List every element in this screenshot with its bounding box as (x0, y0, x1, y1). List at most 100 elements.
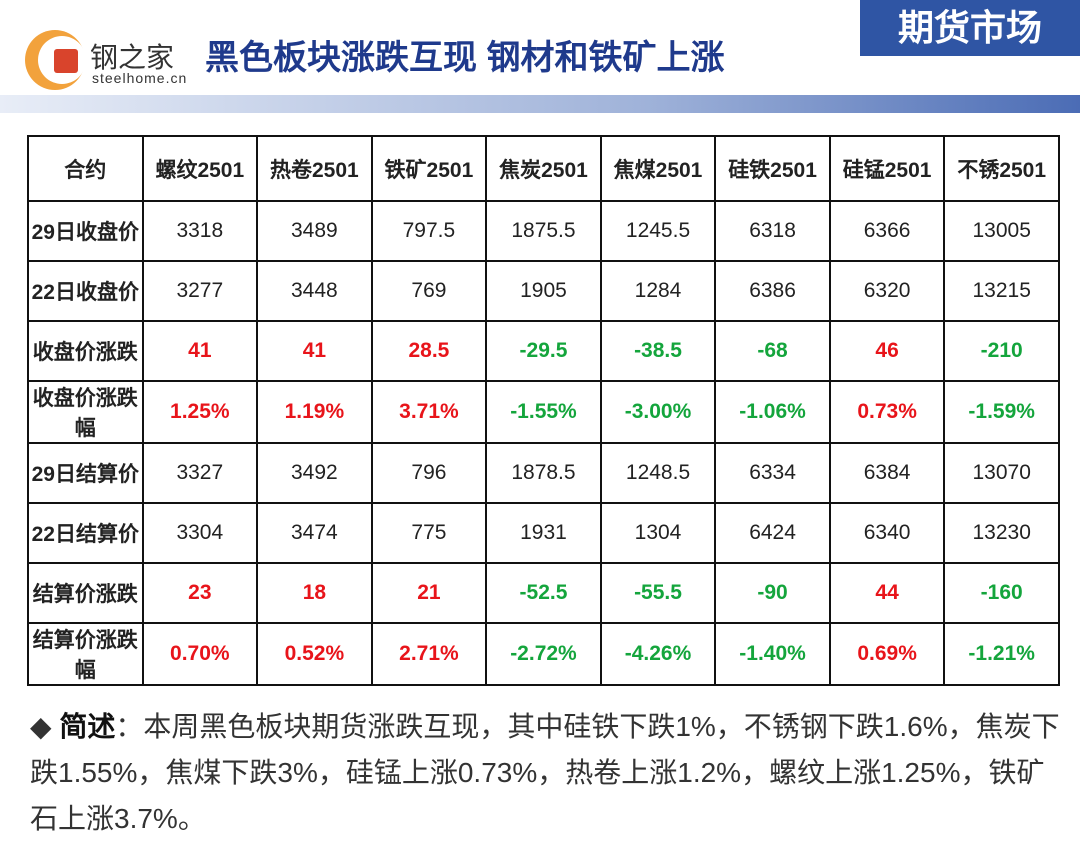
cell: 3277 (141, 260, 259, 322)
cell: -4.26% (599, 622, 717, 686)
cell: 1.25% (141, 380, 259, 444)
cell: 3327 (141, 442, 259, 504)
cell: -1.40% (714, 622, 831, 686)
cell: 3.71% (370, 380, 488, 444)
cell: -3.00% (599, 380, 717, 444)
logo-icon (25, 30, 86, 90)
page-title: 黑色板块涨跌互现 钢材和铁矿上涨 (205, 39, 725, 77)
column-header: 合约 (27, 135, 144, 202)
cell: 23 (141, 562, 259, 624)
cell: 1.19% (256, 380, 373, 444)
logo-subtext: steelhome.cn (92, 70, 188, 86)
cell: 0.52% (256, 622, 373, 686)
column-header: 硅锰2501 (828, 135, 946, 202)
cell: 6320 (828, 260, 946, 322)
row-label: 29日结算价 (27, 442, 144, 504)
futures-table: 合约 螺纹2501 热卷2501 铁矿2501 焦炭2501 焦煤2501 硅铁2501 硅锰… (27, 135, 1060, 686)
cell: 1245.5 (599, 200, 717, 262)
summary: ◆ 简述：本周黑色板块期货涨跌互现，其中硅铁下跌1%，不锈钢下跌1.6%，焦炭下… (30, 711, 1060, 834)
column-header: 螺纹2501 (141, 135, 259, 202)
cell: 3448 (256, 260, 373, 322)
cell: -1.55% (485, 380, 602, 444)
cell: -90 (714, 562, 831, 624)
cell: 6318 (714, 200, 831, 262)
cell: 3492 (256, 442, 373, 504)
cell: 6384 (828, 442, 946, 504)
cell: 1248.5 (599, 442, 717, 504)
row-label: 结算价涨跌幅 (27, 622, 144, 686)
cell: -55.5 (599, 562, 717, 624)
cell: 3318 (141, 200, 259, 262)
cell: 44 (828, 562, 946, 624)
cell: 0.73% (828, 380, 946, 444)
cell: 3489 (256, 200, 373, 262)
cell: 13070 (943, 442, 1060, 504)
cell: 0.69% (828, 622, 946, 686)
row-label: 22日收盘价 (27, 260, 144, 322)
row-label: 29日收盘价 (27, 200, 144, 262)
cell: 769 (370, 260, 488, 322)
table-row: 29日收盘价 3318 3489 797.5 1875.5 1245.5 6318 6366 1… (27, 200, 1060, 262)
cell: 41 (256, 320, 373, 382)
cell: -38.5 (599, 320, 717, 382)
summary-text: ：本周黑色板块期货涨跌互现，其中硅铁下跌1%，不锈钢下跌1.6%，焦炭下跌1.5… (30, 711, 1060, 834)
cell: -52.5 (485, 562, 602, 624)
row-label: 收盘价涨跌 (27, 320, 144, 382)
cell: 46 (828, 320, 946, 382)
cell: 6340 (828, 502, 946, 564)
cell: 41 (141, 320, 259, 382)
cell: 3474 (256, 502, 373, 564)
summary-label: 简述 (59, 711, 116, 742)
table-row: 29日结算价 3327 3492 796 1878.5 1248.5 6334 6384 130… (27, 442, 1060, 504)
header-bar (0, 95, 1080, 113)
cell: 18 (256, 562, 373, 624)
table-row: 22日结算价 3304 3474 775 1931 1304 6424 6340 13230 (27, 502, 1060, 564)
column-header: 硅铁2501 (714, 135, 831, 202)
cell: 1931 (485, 502, 602, 564)
table-row: 22日收盘价 3277 3448 769 1905 1284 6386 6320 13215 (27, 260, 1060, 322)
cell: -160 (943, 562, 1060, 624)
table-row: 结算价涨跌 23 18 21 -52.5 -55.5 -90 44 -160 (27, 562, 1060, 624)
cell: 13005 (943, 200, 1060, 262)
cell: 796 (370, 442, 488, 504)
cell: 1875.5 (485, 200, 602, 262)
cell: 28.5 (370, 320, 488, 382)
cell: 6334 (714, 442, 831, 504)
column-header: 不锈2501 (943, 135, 1060, 202)
cell: 21 (370, 562, 488, 624)
column-header: 热卷2501 (256, 135, 373, 202)
header-row: 合约 螺纹2501 热卷2501 铁矿2501 焦炭2501 焦煤2501 硅铁2501 硅锰… (27, 135, 1060, 202)
cell: -1.21% (943, 622, 1060, 686)
cell: -2.72% (485, 622, 602, 686)
column-header: 铁矿2501 (370, 135, 488, 202)
cell: 1905 (485, 260, 602, 322)
cell: 775 (370, 502, 488, 564)
row-label: 收盘价涨跌幅 (27, 380, 144, 444)
cell: -29.5 (485, 320, 602, 382)
cell: -1.59% (943, 380, 1060, 444)
cell: 3304 (141, 502, 259, 564)
row-label: 结算价涨跌 (27, 562, 144, 624)
cell: -210 (943, 320, 1060, 382)
row-label: 22日结算价 (27, 502, 144, 564)
cell: 6386 (714, 260, 831, 322)
cell: 13230 (943, 502, 1060, 564)
cell: 1304 (599, 502, 717, 564)
cell: 1878.5 (485, 442, 602, 504)
section-badge: 期货市场 (860, 0, 1080, 56)
column-header: 焦煤2501 (599, 135, 717, 202)
cell: 2.71% (370, 622, 488, 686)
cell: 13215 (943, 260, 1060, 322)
table-row: 收盘价涨跌幅 1.25% 1.19% 3.71% -1.55% -3.00% -1.06% 0… (27, 380, 1060, 444)
logo-text: 钢之家 (90, 42, 175, 73)
cell: -1.06% (714, 380, 831, 444)
cell: -68 (714, 320, 831, 382)
cell: 6424 (714, 502, 831, 564)
table-row: 收盘价涨跌 41 41 28.5 -29.5 -38.5 -68 46 -210 (27, 320, 1060, 382)
cell: 1284 (599, 260, 717, 322)
table-row: 结算价涨跌幅 0.70% 0.52% 2.71% -2.72% -4.26% -1.40% 0… (27, 622, 1060, 686)
cell: 6366 (828, 200, 946, 262)
cell: 0.70% (141, 622, 259, 686)
column-header: 焦炭2501 (485, 135, 602, 202)
